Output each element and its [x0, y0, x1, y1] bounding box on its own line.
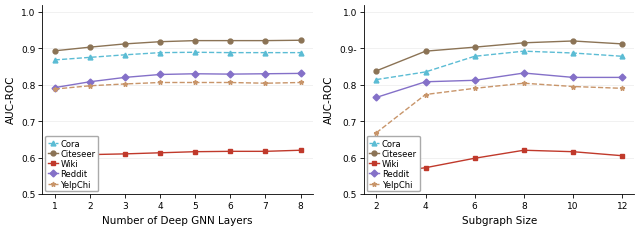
Citeseer [422, 51, 429, 53]
Wiki [51, 156, 59, 159]
Y-axis label: AUC-ROC: AUC-ROC [324, 76, 334, 124]
YelpChi [227, 82, 234, 85]
Line: Citeseer: Citeseer [374, 39, 625, 74]
Y-axis label: AUC-ROC: AUC-ROC [6, 76, 15, 124]
Citeseer [86, 47, 93, 49]
Reddit [618, 77, 626, 79]
Cora [520, 51, 527, 53]
Line: Cora: Cora [374, 49, 625, 83]
Wiki [618, 155, 626, 157]
Wiki [121, 153, 129, 156]
YelpChi [297, 82, 305, 85]
Reddit [569, 77, 577, 79]
Cora [191, 52, 199, 55]
YelpChi [156, 82, 164, 85]
Citeseer [227, 40, 234, 43]
Cora [156, 52, 164, 55]
Cora [618, 56, 626, 58]
Line: Wiki: Wiki [52, 148, 303, 160]
Wiki [422, 167, 429, 169]
Wiki [191, 151, 199, 153]
Line: YelpChi: YelpChi [374, 82, 625, 136]
Line: Citeseer: Citeseer [52, 39, 303, 54]
Line: Reddit: Reddit [52, 72, 303, 91]
Wiki [156, 152, 164, 155]
Reddit [121, 77, 129, 79]
YelpChi [191, 82, 199, 85]
Wiki [520, 149, 527, 152]
Citeseer [156, 41, 164, 44]
Wiki [262, 150, 269, 153]
Citeseer [569, 40, 577, 43]
YelpChi [471, 88, 479, 90]
Citeseer [471, 47, 479, 49]
YelpChi [520, 82, 527, 85]
Wiki [372, 173, 380, 176]
Reddit [372, 97, 380, 99]
Citeseer [121, 43, 129, 46]
Cora [372, 79, 380, 82]
Line: YelpChi: YelpChi [52, 81, 303, 92]
Line: Reddit: Reddit [374, 71, 625, 100]
Reddit [422, 81, 429, 84]
Citeseer [372, 70, 380, 73]
YelpChi [51, 88, 59, 91]
Reddit [86, 81, 93, 84]
Cora [262, 52, 269, 55]
Cora [297, 52, 305, 55]
Reddit [191, 73, 199, 76]
Wiki [297, 149, 305, 152]
Citeseer [618, 43, 626, 46]
Citeseer [297, 40, 305, 43]
Wiki [471, 157, 479, 160]
Reddit [297, 73, 305, 76]
Cora [569, 52, 577, 55]
YelpChi [569, 86, 577, 88]
YelpChi [372, 132, 380, 135]
Reddit [471, 79, 479, 82]
Line: Wiki: Wiki [374, 148, 625, 176]
Reddit [51, 87, 59, 90]
Wiki [227, 150, 234, 153]
X-axis label: Subgraph Size: Subgraph Size [461, 216, 537, 225]
Reddit [520, 72, 527, 75]
Wiki [569, 151, 577, 153]
Citeseer [520, 42, 527, 45]
Citeseer [262, 40, 269, 43]
Cora [51, 59, 59, 62]
Cora [471, 56, 479, 58]
Cora [422, 71, 429, 74]
X-axis label: Number of Deep GNN Layers: Number of Deep GNN Layers [102, 216, 253, 225]
YelpChi [422, 94, 429, 97]
Legend: Cora, Citeseer, Wiki, Reddit, YelpChi: Cora, Citeseer, Wiki, Reddit, YelpChi [367, 136, 420, 192]
Line: Cora: Cora [52, 51, 303, 63]
Cora [86, 57, 93, 60]
YelpChi [121, 83, 129, 86]
YelpChi [618, 88, 626, 90]
Legend: Cora, Citeseer, Wiki, Reddit, YelpChi: Cora, Citeseer, Wiki, Reddit, YelpChi [45, 136, 99, 192]
Reddit [262, 73, 269, 76]
Wiki [86, 154, 93, 156]
Reddit [227, 73, 234, 76]
Citeseer [191, 40, 199, 43]
Cora [121, 54, 129, 57]
YelpChi [262, 82, 269, 85]
Citeseer [51, 50, 59, 53]
Reddit [156, 74, 164, 76]
Cora [227, 52, 234, 55]
YelpChi [86, 85, 93, 88]
